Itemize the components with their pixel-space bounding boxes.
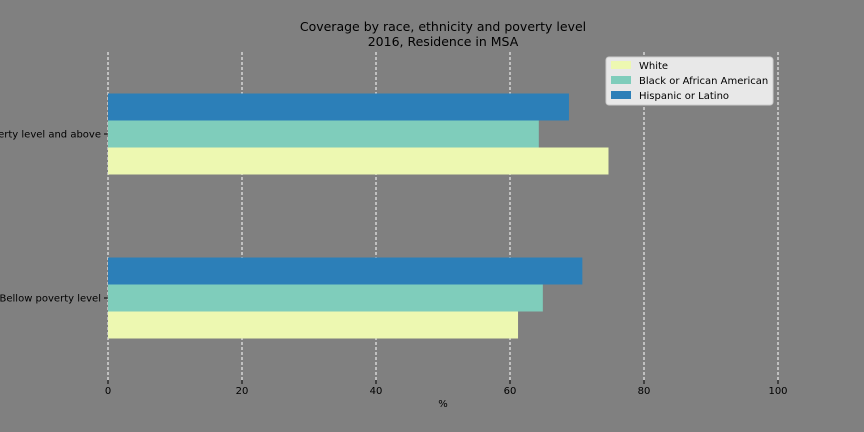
- x-axis-ticks: 0 20 40 60 80 100: [105, 380, 788, 397]
- legend-swatch: [611, 91, 631, 99]
- bar-white: [108, 147, 609, 175]
- x-tick-label: 80: [638, 386, 651, 397]
- x-tick-label: 40: [370, 386, 383, 397]
- chart-title: Coverage by race, ethnicity and poverty …: [300, 19, 586, 34]
- legend: White Black or African American Hispanic o…: [605, 56, 774, 106]
- bar-black-or-african-american: [108, 284, 543, 312]
- legend-label: Hispanic or Latino: [639, 91, 729, 102]
- legend-box: [605, 56, 774, 106]
- y-tick-label: Bellow poverty level: [0, 294, 101, 305]
- bar-hispanic-or-latino: [108, 257, 583, 285]
- y-axis-ticks: Bellow poverty level Poverty level and ab…: [0, 130, 108, 305]
- x-tick-label: 0: [105, 386, 111, 397]
- legend-label: White: [639, 61, 668, 72]
- legend-swatch: [611, 76, 631, 84]
- bars: [108, 93, 609, 339]
- x-tick-label: 60: [504, 386, 517, 397]
- bar-hispanic-or-latino: [108, 93, 569, 121]
- x-tick-label: 20: [236, 386, 249, 397]
- bar-white: [108, 311, 519, 339]
- chart-subtitle: 2016, Residence in MSA: [368, 34, 519, 49]
- legend-label: Black or African American: [639, 76, 768, 87]
- x-tick-label: 100: [768, 386, 787, 397]
- y-tick-label: Poverty level and above: [0, 130, 101, 141]
- legend-swatch: [611, 61, 631, 69]
- bar-black-or-african-american: [108, 120, 539, 148]
- x-axis-label: %: [438, 399, 448, 410]
